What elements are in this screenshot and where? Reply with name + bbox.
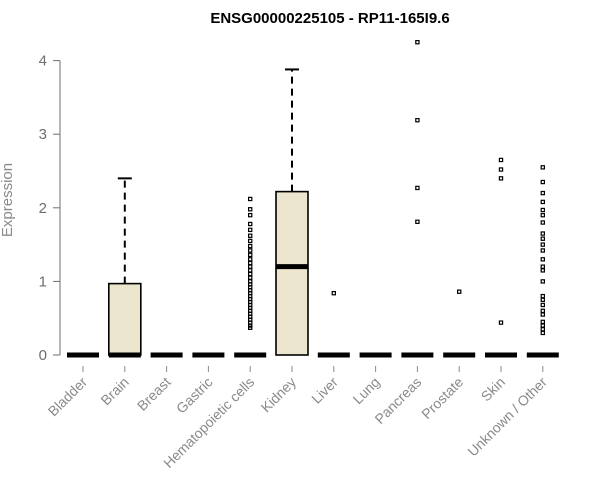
outlier-point — [248, 212, 253, 218]
outlier-point — [248, 248, 253, 253]
outlier-point — [540, 319, 546, 325]
outlier-point — [415, 39, 420, 45]
outlier-point — [540, 279, 546, 284]
outlier-point — [248, 238, 253, 244]
outlier-point — [248, 264, 253, 269]
outlier-point — [498, 320, 504, 325]
y-tick-label: 1 — [39, 273, 47, 290]
outlier-point — [498, 157, 504, 163]
outlier-point — [248, 252, 253, 258]
outlier-point — [415, 219, 420, 224]
outlier-point — [248, 243, 253, 249]
outlier-point — [540, 302, 546, 308]
chart-title: ENSG00000225105 - RP11-165I9.6 — [210, 10, 449, 27]
outlier-point — [248, 196, 253, 202]
y-tick-label: 2 — [39, 200, 47, 217]
outlier-point — [540, 248, 546, 253]
y-tick-label: 3 — [39, 126, 47, 143]
outlier-point — [540, 327, 546, 332]
x-tick-label: Kidney — [258, 374, 300, 416]
box-pancreas — [401, 39, 434, 358]
outlier-point — [540, 312, 546, 317]
box-group — [67, 39, 559, 358]
outlier-point — [540, 220, 546, 225]
outlier-point — [248, 207, 253, 212]
x-tick-label: Lung — [349, 374, 382, 407]
outlier-point — [540, 207, 546, 213]
box-unknown-other — [526, 165, 559, 358]
outlier-point — [248, 268, 253, 273]
outlier-point — [248, 221, 253, 227]
outlier-point — [248, 271, 253, 277]
outlier-point — [248, 323, 253, 328]
outlier-point — [540, 179, 546, 185]
outlier-point — [540, 297, 546, 303]
box-skin — [485, 157, 517, 358]
y-tick-label: 0 — [39, 347, 47, 364]
y-axis: 0 1 2 3 4 — [39, 53, 61, 364]
box-hematopoietic-cells — [234, 196, 267, 358]
outlier-point — [248, 257, 253, 262]
outlier-point — [248, 325, 253, 330]
outlier-point — [415, 185, 420, 191]
outlier-point — [540, 236, 546, 241]
outlier-point — [248, 227, 253, 233]
x-tick-label: Liver — [308, 374, 341, 407]
y-tick-label: 4 — [39, 53, 47, 70]
outlier-point — [498, 167, 504, 172]
outlier-point — [540, 268, 546, 273]
outlier-point — [540, 212, 546, 218]
outlier-point — [540, 257, 546, 262]
outlier-point — [540, 330, 546, 336]
outlier-point — [540, 293, 546, 299]
x-tick-label: Breast — [134, 374, 174, 414]
box-liver — [317, 290, 350, 358]
x-tick-label: Bladder — [45, 374, 91, 420]
x-tick-label: Prostate — [418, 374, 466, 422]
outlier-point — [540, 165, 546, 170]
outlier-point — [540, 190, 546, 196]
box-kidney — [275, 68, 309, 356]
outlier-point — [498, 176, 504, 181]
box-brain — [108, 177, 142, 358]
x-tick-label: Brain — [97, 374, 131, 408]
outlier-point — [331, 290, 337, 296]
outlier-point — [540, 323, 546, 328]
box-body — [108, 282, 142, 356]
outlier-point — [540, 308, 546, 314]
outlier-point — [540, 242, 546, 247]
outlier-point — [248, 275, 253, 280]
x-tick-label: Unknown / Other — [464, 374, 550, 460]
outlier-point — [540, 231, 546, 236]
y-axis-label: Expression — [0, 163, 16, 237]
outlier-point — [248, 233, 253, 238]
outlier-point — [540, 199, 546, 205]
outlier-point — [540, 264, 546, 269]
box-prostate — [443, 289, 476, 358]
outlier-point — [248, 260, 253, 266]
x-tick-label: Skin — [478, 374, 509, 405]
outlier-point — [457, 289, 462, 294]
outlier-point — [415, 118, 420, 123]
box-body — [275, 190, 309, 356]
